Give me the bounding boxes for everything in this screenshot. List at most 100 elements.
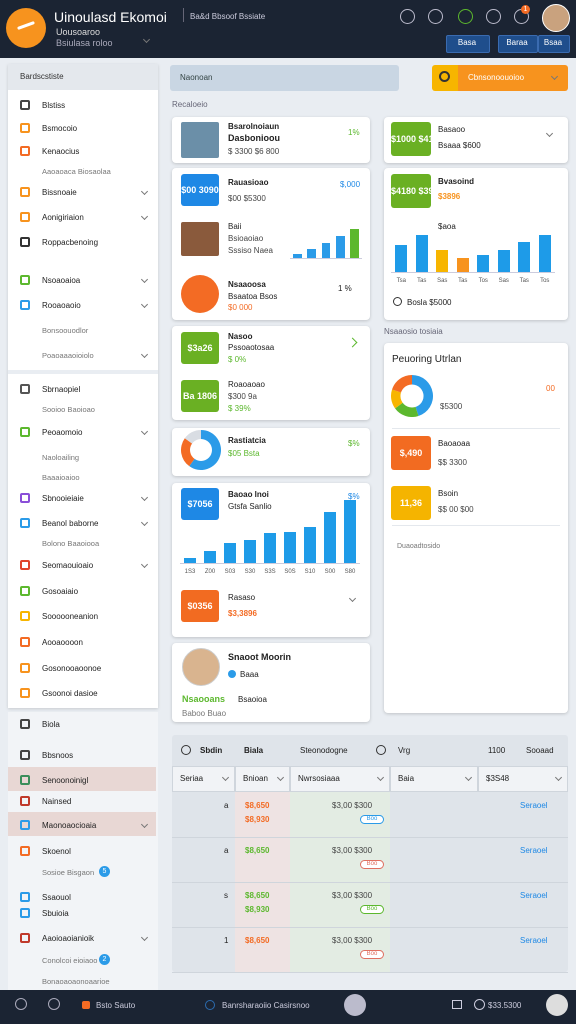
label: 1% [348, 128, 360, 137]
bar [184, 558, 196, 563]
values: $3,00 $300 [332, 936, 373, 945]
axis-line [290, 258, 362, 259]
label: $% [348, 439, 360, 448]
label: Baaa [240, 670, 259, 679]
header-icon[interactable] [428, 9, 443, 24]
footer-center: Banrsharaoiio Casirsnoo [222, 1001, 310, 1010]
sidebar-item: Kenaocius [42, 147, 80, 156]
sidebar-icon [20, 384, 30, 394]
sidebar-icon [20, 586, 30, 596]
header-icon[interactable] [400, 9, 415, 24]
row-link[interactable]: Seraoel [520, 801, 548, 810]
x-tick-label: Tos [540, 278, 550, 284]
amount: $8,930 [245, 815, 270, 824]
label: Gtsfa Sanlio [228, 502, 272, 511]
label: Dasbonioou [228, 133, 280, 143]
sidebar-item: Aonigiriaion [42, 213, 84, 222]
header-icon[interactable] [486, 9, 501, 24]
label: Duaoadtosido [397, 543, 441, 550]
label: Bvasoind [438, 177, 475, 186]
sidebar-item: Bonsoouodlor [42, 326, 89, 335]
toolbar-item: 1100 [488, 746, 506, 755]
bar [497, 250, 510, 272]
sidebar-item: Maonoaocioaia [42, 821, 97, 830]
bar [344, 500, 356, 563]
sidebar-item: Beanol baborne [42, 519, 99, 528]
notification-badge [521, 5, 530, 14]
column-label: Seriaa [180, 774, 204, 783]
app-subtitle: Uousoaroo [56, 27, 101, 37]
column-header[interactable] [390, 766, 478, 792]
badge [391, 436, 431, 470]
row-link[interactable]: Seraoel [520, 936, 548, 945]
header-button[interactable] [498, 35, 538, 53]
sidebar-item: Nainsed [42, 797, 72, 806]
footer-icon [452, 1000, 462, 1009]
sidebar-item: Peoaomoio [42, 428, 83, 437]
column-label: Nwrsosiaaa [298, 774, 340, 783]
app-title: Uinoulasd Ekomoi [54, 9, 167, 25]
sidebar-item: Gsoonoi dasioe [42, 689, 98, 698]
badge-text: $00 3090 [181, 185, 219, 195]
bar [321, 243, 331, 258]
column-label: Bnioan [243, 774, 268, 783]
sidebar-item: Sbrnaopiel [42, 385, 81, 394]
donut-hole [190, 439, 212, 461]
footer-button[interactable] [344, 994, 366, 1016]
sidebar-item: Seomaouioaio [42, 561, 94, 570]
header-icon[interactable] [458, 9, 473, 24]
avatar[interactable] [542, 4, 570, 32]
footer-icon [205, 1000, 215, 1010]
logo [6, 8, 46, 48]
header-button[interactable] [446, 35, 490, 53]
sidebar-icon [20, 796, 30, 806]
status-pill [360, 950, 384, 959]
column-header[interactable] [478, 766, 568, 792]
action-button[interactable] [458, 65, 568, 91]
sidebar-icon [20, 663, 30, 673]
label: Rastiatcia [228, 436, 266, 445]
sidebar-item: Gosoaiaio [42, 587, 79, 596]
row-link[interactable]: Seraoel [520, 846, 548, 855]
badge [181, 488, 219, 520]
column-header[interactable] [172, 766, 235, 792]
column-header[interactable] [235, 766, 290, 792]
label: Bsarolnoiaun [228, 122, 280, 131]
x-tick-label: Sas [437, 278, 448, 284]
footer-icon [474, 999, 485, 1010]
sidebar-item: Ssaouol [42, 893, 71, 902]
badge [391, 486, 431, 520]
status: Boo [366, 861, 378, 867]
sidebar-title: Bardscstiste [20, 72, 64, 81]
row-index: s [224, 891, 228, 900]
sidebar-icon [20, 100, 30, 110]
sidebar-item: Aooaoooon [42, 638, 83, 647]
sidebar-item: Sbuioia [42, 909, 69, 918]
toolbar-item: Sooaad [526, 746, 554, 755]
label: Roaoaoao [228, 380, 265, 389]
sidebar-highlight[interactable] [8, 767, 156, 791]
sidebar-item: Senoonoinigl [42, 776, 89, 785]
footer-button[interactable] [546, 994, 568, 1016]
label: Bsaoioa [238, 695, 267, 704]
sidebar-icon [20, 688, 30, 698]
sidebar-item: Naoloailing [42, 453, 80, 462]
status-pill [360, 905, 384, 914]
footer-icon[interactable] [48, 998, 60, 1010]
sidebar-item: Aaoaoaca Biosaolaa [42, 167, 111, 176]
bar [307, 248, 316, 258]
divider [392, 525, 560, 526]
workspace: Ba&d Bbsoof Bssiate [190, 12, 266, 21]
search-box[interactable] [170, 65, 399, 91]
label: $05 Bsta [228, 449, 260, 458]
label: Bosla $5000 [407, 298, 452, 307]
column-header[interactable] [290, 766, 390, 792]
row-index: 1 [224, 936, 229, 945]
icon [181, 745, 191, 755]
footer-icon[interactable] [15, 998, 27, 1010]
row-link[interactable]: Seraoel [520, 891, 548, 900]
header-button[interactable] [538, 35, 570, 53]
sidebar-icon [20, 212, 30, 222]
bar [204, 551, 216, 563]
sidebar-highlight[interactable] [8, 812, 156, 836]
